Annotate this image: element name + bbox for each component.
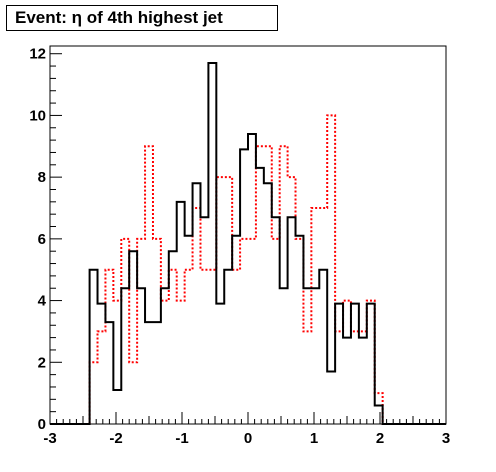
- histogram-bin: [216, 304, 224, 424]
- histogram-bin: [113, 301, 121, 424]
- histogram-series-solid-line: [50, 61, 446, 425]
- x-tick-label: -2: [109, 430, 122, 447]
- histogram-bin: [272, 239, 280, 424]
- histogram-bin: [327, 372, 335, 424]
- y-tick-label: 2: [38, 354, 46, 371]
- histogram-series-solid: [50, 61, 446, 425]
- histogram-bin: [280, 146, 288, 424]
- histogram-bin: [208, 270, 216, 424]
- histogram-bin: [193, 208, 201, 424]
- y-tick-label: 4: [38, 293, 47, 310]
- histogram-bin: [200, 217, 208, 424]
- histogram-bin: [303, 288, 311, 424]
- x-tick-label: 3: [442, 430, 450, 447]
- histogram-bin: [98, 331, 106, 424]
- histogram-bin: [296, 239, 304, 424]
- histogram-bin: [193, 183, 201, 424]
- histogram-bin: [367, 301, 375, 424]
- histogram-bin: [200, 270, 208, 424]
- y-tick-label: 8: [38, 169, 46, 186]
- y-tick-label: 0: [38, 416, 46, 433]
- histogram-bin: [311, 208, 319, 424]
- histogram-bin: [335, 304, 343, 424]
- histogram-bin: [288, 217, 296, 424]
- histogram-bin: [161, 301, 169, 424]
- histogram-layer: [50, 61, 446, 425]
- histogram-bin: [153, 322, 161, 424]
- histogram-bin: [351, 304, 359, 424]
- x-tick-label: 1: [310, 430, 318, 447]
- histogram-bin: [343, 301, 351, 424]
- histogram-bin: [153, 239, 161, 424]
- histogram-bin: [303, 331, 311, 424]
- histogram-bin: [145, 322, 153, 424]
- plot-frame: [49, 45, 447, 425]
- histogram-bin: [161, 288, 169, 424]
- histogram-bin: [367, 304, 375, 424]
- histogram-bin: [335, 331, 343, 424]
- histogram-bin: [240, 239, 248, 424]
- histogram-bin: [121, 288, 129, 424]
- histogram-bin: [319, 270, 327, 424]
- histogram-series-dotted-line: [50, 114, 446, 425]
- histogram-bin: [288, 177, 296, 424]
- y-tick-label: 12: [29, 46, 46, 63]
- histogram-bin: [169, 270, 177, 424]
- histogram-bin: [248, 134, 256, 424]
- histogram-bin: [90, 362, 98, 424]
- histogram-bin: [351, 331, 359, 424]
- histogram-bin: [177, 301, 185, 424]
- histogram-bin: [224, 270, 232, 424]
- y-tick-label: 6: [38, 231, 46, 248]
- histogram-bin: [264, 146, 272, 424]
- histogram-bin: [296, 236, 304, 424]
- histogram-bin: [113, 390, 121, 424]
- histogram-bin: [169, 251, 177, 424]
- histogram-bin: [311, 288, 319, 424]
- histogram-series-dotted: [50, 114, 446, 425]
- histogram-bin: [256, 168, 264, 424]
- histogram-bin: [359, 331, 367, 424]
- histogram-bin: [90, 270, 98, 424]
- histogram-bin: [343, 338, 351, 424]
- histogram-bin: [129, 251, 137, 424]
- histogram-bin: [216, 177, 224, 424]
- histogram-bin: [375, 405, 383, 424]
- histogram-bin: [121, 239, 129, 424]
- y-tick-label: 10: [29, 107, 46, 124]
- histogram-bin: [105, 322, 113, 424]
- histogram-bin: [280, 288, 288, 424]
- histogram-bin: [359, 338, 367, 424]
- chart-title: Event: η of 4th highest jet: [6, 5, 278, 31]
- histogram-bin: [256, 146, 264, 424]
- histogram-bin: [137, 239, 145, 424]
- histogram-bin: [145, 146, 153, 424]
- histogram-bin: [105, 270, 113, 424]
- histogram-bin: [208, 63, 216, 424]
- histogram-bin: [232, 236, 240, 424]
- histogram-bin: [129, 362, 137, 424]
- histogram-bin: [264, 183, 272, 424]
- histogram-bin: [185, 270, 193, 424]
- histogram-bin: [327, 115, 335, 424]
- x-tick-label: -1: [175, 430, 188, 447]
- histogram-bin: [375, 393, 383, 424]
- histogram-bin: [137, 288, 145, 424]
- histogram-bin: [224, 177, 232, 424]
- histogram-bin: [185, 236, 193, 424]
- histogram-bin: [177, 202, 185, 424]
- histogram-bin: [248, 239, 256, 424]
- x-tick-label: -3: [43, 430, 56, 447]
- histogram-bin: [98, 304, 106, 424]
- histogram-bin: [232, 270, 240, 424]
- histogram-bin: [272, 217, 280, 424]
- histogram-bin: [240, 149, 248, 424]
- histogram-bin: [319, 208, 327, 424]
- x-tick-label: 2: [376, 430, 384, 447]
- x-tick-label: 0: [244, 430, 252, 447]
